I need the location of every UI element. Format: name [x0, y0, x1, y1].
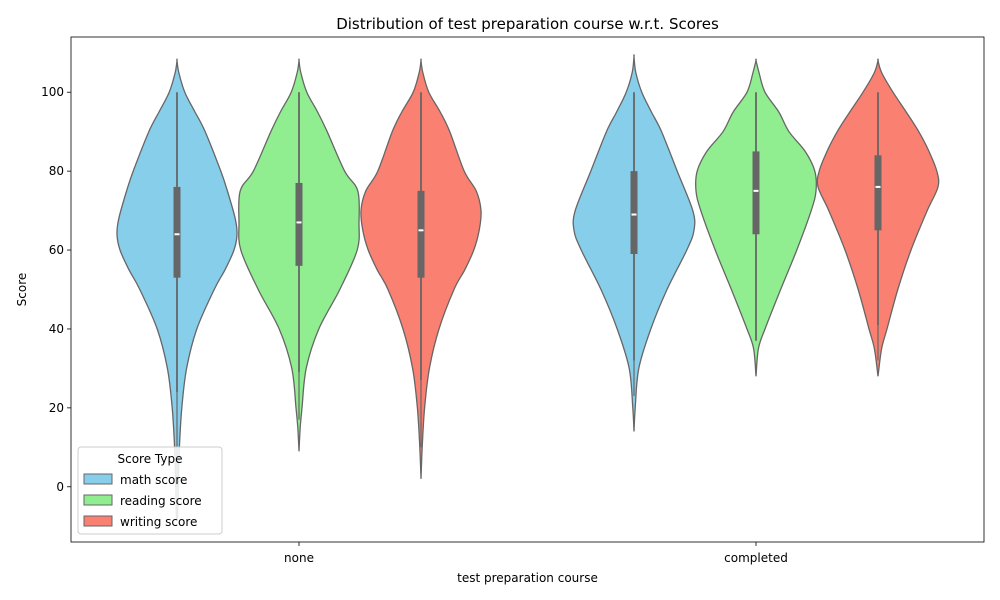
legend-label-writing-score: writing score — [120, 515, 197, 529]
y-tick-label: 0 — [56, 480, 64, 494]
legend-swatch-writing-score — [83, 515, 113, 527]
x-tick-label-none: none — [284, 551, 314, 565]
legend-swatch-reading-score — [83, 494, 113, 506]
x-tick-label-completed: completed — [724, 551, 788, 565]
iqr-box-writing-score-none — [417, 190, 425, 278]
x-axis-title: test preparation course — [457, 571, 598, 585]
iqr-box-reading-score-none — [295, 182, 303, 266]
plot-frame — [70, 36, 985, 543]
iqr-box-reading-score-completed — [752, 151, 760, 235]
iqr-box-writing-score-completed — [874, 155, 882, 231]
y-axis: 0 20 40 60 80 100 — [41, 85, 71, 494]
y-tick-label: 40 — [49, 322, 64, 336]
x-axis: none completed — [284, 542, 788, 565]
y-axis-title: Score — [15, 273, 29, 307]
legend-label-math-score: math score — [120, 473, 187, 487]
y-tick-label: 80 — [49, 164, 64, 178]
y-tick-label: 20 — [49, 401, 64, 415]
plot-area — [116, 54, 940, 519]
legend-title: Score Type — [118, 452, 183, 466]
iqr-box-math-score-none — [173, 186, 181, 278]
legend-box — [77, 446, 223, 535]
legend: Score Type math score reading score writin… — [77, 446, 223, 535]
legend-label-reading-score: reading score — [120, 494, 202, 508]
y-tick-label: 60 — [49, 243, 64, 257]
chart-title: Distribution of test preparation course … — [336, 15, 719, 33]
legend-swatch-math-score — [83, 473, 113, 485]
iqr-box-math-score-completed — [630, 171, 638, 254]
y-tick-label: 100 — [41, 85, 64, 99]
